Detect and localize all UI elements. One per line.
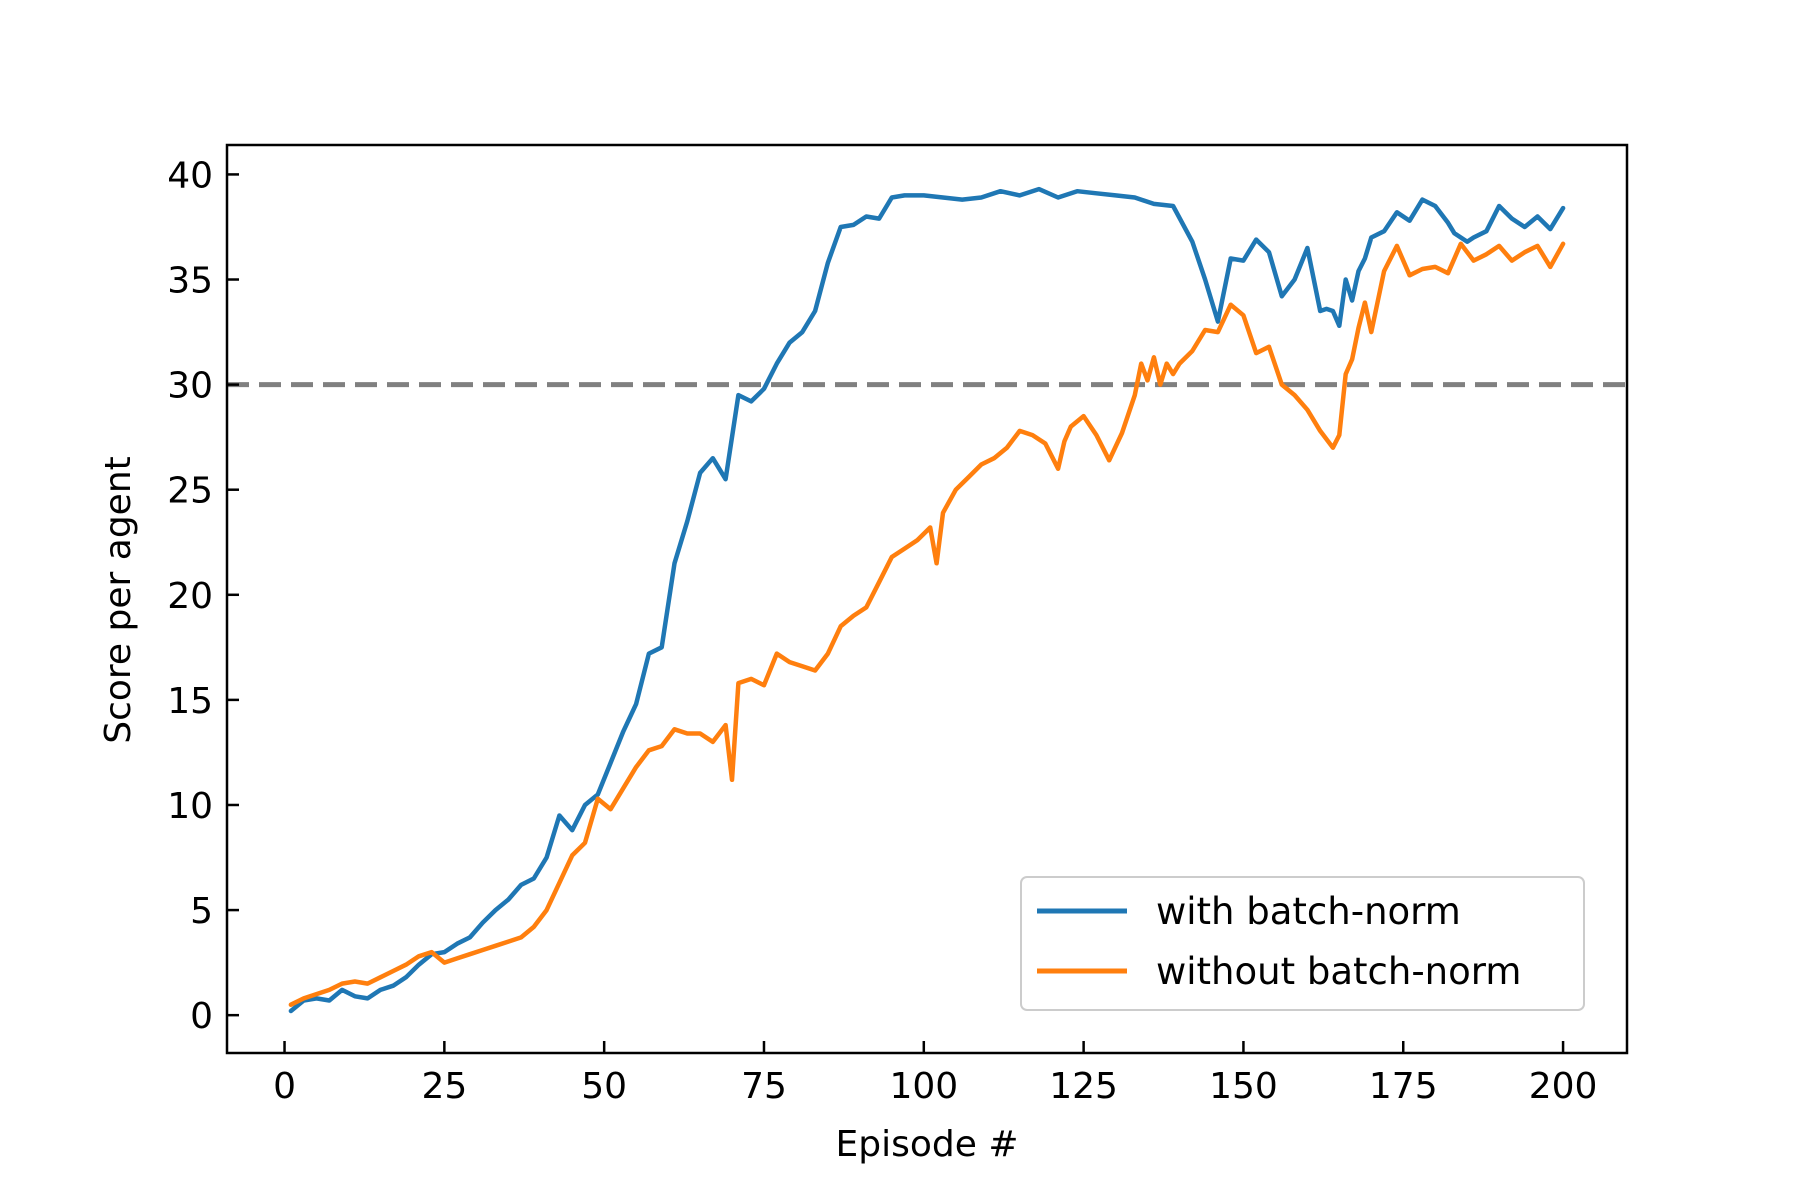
y-tick-label: 5 — [190, 891, 213, 932]
x-tick-label: 125 — [1049, 1066, 1118, 1107]
x-tick-label: 75 — [741, 1066, 787, 1107]
y-tick-layer: 0 5 10 15 20 25 30 35 40 — [167, 155, 239, 1037]
legend-label-with-batch-norm: with batch-norm — [1156, 890, 1461, 933]
x-tick-label: 200 — [1529, 1066, 1598, 1107]
x-tick-label: 0 — [273, 1066, 296, 1107]
x-tick-label: 50 — [581, 1066, 627, 1107]
y-tick-label: 25 — [167, 471, 213, 512]
x-tick-label: 25 — [421, 1066, 467, 1107]
y-tick-label: 15 — [167, 681, 213, 722]
series-layer — [288, 186, 1566, 1014]
legend-box — [1020, 876, 1585, 1011]
legend-label-without-batch-norm: without batch-norm — [1156, 950, 1521, 993]
x-tick-label: 150 — [1209, 1066, 1278, 1107]
y-axis-label: Score per agent — [98, 456, 139, 744]
series-line-with-batch-norm — [288, 186, 1566, 1014]
x-axis-label: Episode # — [836, 1124, 1019, 1165]
x-tick-label: 100 — [889, 1066, 958, 1107]
x-tick-layer: 0 25 50 75 100 125 150 175 200 — [273, 1041, 1597, 1107]
y-tick-label: 40 — [167, 155, 213, 196]
y-tick-label: 0 — [190, 996, 213, 1037]
y-tick-label: 35 — [167, 261, 213, 302]
x-tick-label: 175 — [1369, 1066, 1438, 1107]
y-tick-label: 10 — [167, 786, 213, 827]
y-tick-label: 20 — [167, 576, 213, 617]
y-tick-label: 30 — [167, 366, 213, 407]
series-line-without-batch-norm — [288, 241, 1566, 1007]
legend: with batch-norm without batch-norm — [1020, 876, 1585, 1011]
plot-frame — [225, 143, 1629, 1055]
